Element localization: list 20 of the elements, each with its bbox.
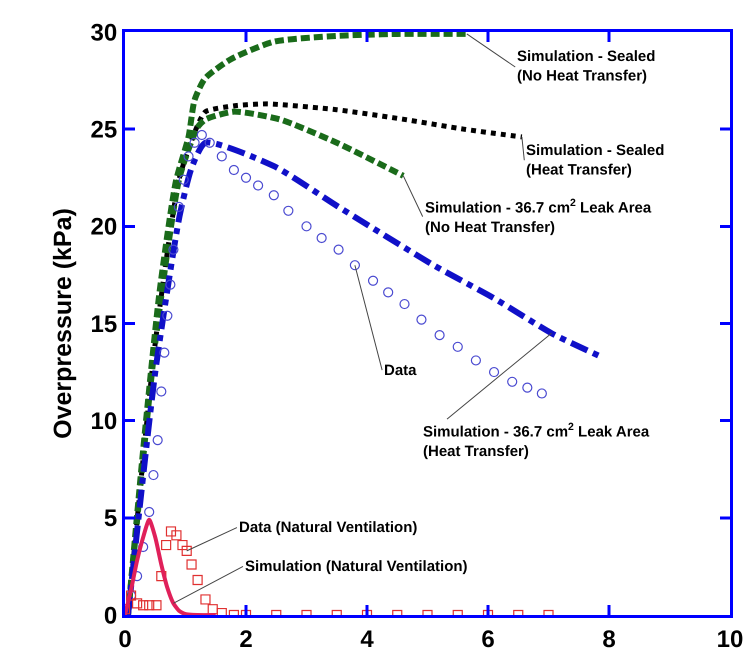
text: Data (Natural Ventilation) xyxy=(239,519,418,536)
y-tick-label: 25 xyxy=(90,116,118,144)
y-tick-label: 5 xyxy=(104,505,118,532)
text: Simulation - Sealed (No Heat Transfer) xyxy=(517,48,656,84)
x-tick-label: 4 xyxy=(360,626,374,653)
y-axis-title: Overpressure (kPa) xyxy=(49,208,78,439)
y-tick-label: 10 xyxy=(90,408,118,436)
text: Simulation - 36.7 cm$^{2}$ Leak Area (No Heat Transfer) xyxy=(425,197,652,236)
y-tick-label: 20 xyxy=(90,214,118,241)
text: Simulation (Natural Ventilation) xyxy=(245,558,468,575)
x-tick-label: 2 xyxy=(239,626,253,653)
series-label: Simulation - Sealed (Heat Transfer) xyxy=(526,142,664,178)
x-tick-label: 6 xyxy=(481,626,495,653)
y-tick-label: 15 xyxy=(90,310,118,338)
x-tick-label: 8 xyxy=(602,626,616,653)
text: Data xyxy=(384,362,418,379)
x-tick-label: 10 xyxy=(716,626,744,653)
y-tick-label: 0 xyxy=(104,602,118,630)
y-tick-label: 30 xyxy=(90,19,118,46)
text: Simulation - 36.7 cm$^{2}$ Leak Area (Heat Transfer) xyxy=(423,421,650,460)
